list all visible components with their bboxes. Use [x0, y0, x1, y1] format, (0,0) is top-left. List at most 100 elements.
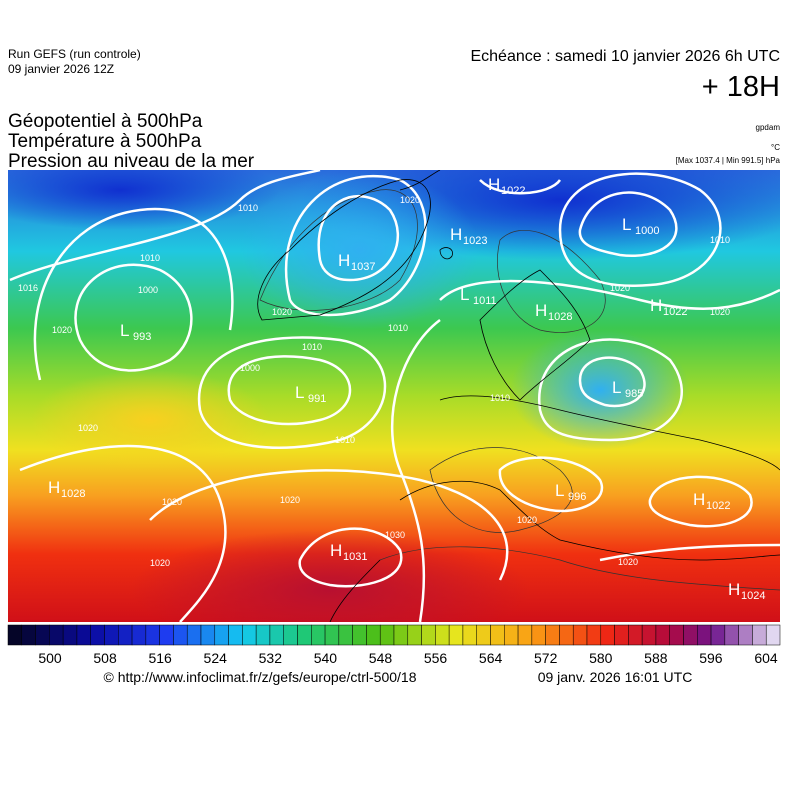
pressure-kind: L: [622, 215, 631, 234]
colorbar-swatch: [311, 624, 326, 646]
isobar-label: 1020: [517, 515, 537, 525]
pressure-value: 1028: [548, 311, 572, 323]
colorbar-label: 596: [699, 650, 723, 666]
colorbar-label: 524: [204, 650, 228, 666]
pressure-kind: L: [555, 481, 564, 500]
colorbar-swatch: [448, 624, 464, 646]
colorbar-swatch: [242, 624, 257, 646]
colorbar-label: 588: [644, 650, 668, 666]
title-line: Géopotentiel à 500hPa: [8, 111, 203, 132]
colorbar-swatch: [572, 624, 588, 646]
colorbar-swatch: [297, 624, 312, 646]
colorbar-swatch: [352, 624, 367, 646]
colorbar-label: 532: [259, 650, 283, 666]
pressure-value: 993: [133, 331, 151, 343]
run-name: Run GEFS (run controle): [8, 47, 141, 61]
colorbar-swatch: [145, 624, 160, 646]
pressure-kind: H: [330, 541, 342, 560]
pressure-value: 1022: [706, 500, 730, 512]
pressure-kind: L: [120, 321, 129, 340]
colorbar-swatch: [517, 624, 533, 646]
pressure-value: 996: [568, 491, 586, 503]
colorbar-swatch: [683, 624, 698, 646]
colorbar-label: 548: [369, 650, 393, 666]
isobar-label: 1010: [140, 253, 160, 263]
run-date: 09 janvier 2026 12Z: [8, 62, 114, 76]
colorbar-swatch: [724, 624, 739, 646]
colorbar-swatch: [269, 624, 284, 646]
isobar-label: 1020: [710, 307, 730, 317]
colorbar-swatch: [62, 624, 78, 646]
colorbar-label: 580: [589, 650, 613, 666]
pressure-kind: H: [650, 296, 662, 315]
colorbar-label: 604: [754, 650, 778, 666]
pressure-kind: H: [535, 301, 547, 320]
colorbar-swatch: [586, 624, 602, 646]
colorbar-swatch: [393, 624, 409, 646]
colorbar-swatch: [697, 624, 712, 646]
colorbar-swatch: [421, 624, 436, 646]
colorbar-label: 500: [38, 650, 62, 666]
isobar-label: 1020: [52, 325, 72, 335]
pressure-value: 1037: [351, 261, 375, 273]
colorbar-swatch: [173, 624, 188, 646]
colorbar-swatch: [559, 624, 574, 646]
colorbar-swatch: [131, 624, 147, 646]
colorbar-swatch: [490, 624, 505, 646]
pressure-kind: L: [295, 383, 304, 402]
colorbar-label: 540: [314, 650, 338, 666]
colorbar-swatch: [600, 624, 615, 646]
colorbar-swatch: [531, 624, 546, 646]
isobar-label: 1016: [18, 283, 38, 293]
isobar-label: 1020: [280, 495, 300, 505]
isobar-label: 1020: [150, 558, 170, 568]
pressure-value: 1024: [741, 590, 765, 602]
colorbar-swatch: [614, 624, 629, 646]
colorbar-label: 516: [148, 650, 172, 666]
colorbar-swatch: [765, 624, 781, 646]
colorbar-swatch: [283, 624, 298, 646]
colorbar-swatch: [435, 624, 450, 646]
colorbar-swatch: [118, 624, 133, 646]
colorbar-swatch: [641, 624, 657, 646]
pressure-kind: L: [460, 285, 469, 304]
colorbar-label: 564: [479, 650, 503, 666]
colorbar-swatch: [628, 624, 643, 646]
title-line: Pression au niveau de la mer: [8, 151, 255, 172]
isobar-label: 1010: [710, 235, 730, 245]
lead-time: + 18H: [702, 71, 780, 103]
colorbar-swatch: [504, 624, 519, 646]
colorbar-label: 556: [424, 650, 448, 666]
colorbar-swatch: [476, 624, 491, 646]
colorbar-swatch: [462, 624, 477, 646]
pressure-value: 1022: [663, 306, 687, 318]
pressure-value: 1000: [635, 225, 659, 237]
colorbar-swatch: [159, 624, 174, 646]
colorbar-swatch: [76, 624, 91, 646]
isobar-label: 1020: [162, 497, 182, 507]
colorbar-swatch: [338, 624, 353, 646]
pressure-value: 1023: [463, 235, 487, 247]
pressure-value: 985: [625, 388, 643, 400]
pressure-value: 1011: [473, 295, 497, 307]
pressure-kind: L: [612, 378, 621, 397]
colorbar-swatch: [7, 624, 23, 646]
title-line: Température à 500hPa: [8, 131, 202, 152]
isobar-label: 1010: [490, 393, 510, 403]
pressure-kind: H: [728, 580, 740, 599]
isobar-label: 1020: [610, 283, 630, 293]
generated-time: 09 janv. 2026 16:01 UTC: [538, 669, 693, 685]
unit: °C: [771, 143, 780, 152]
unit: gpdam: [756, 123, 781, 132]
colorbar-swatch: [214, 624, 229, 646]
pressure-kind: H: [48, 478, 60, 497]
isobar-label: 1020: [618, 557, 638, 567]
pressure-value: 1028: [61, 488, 85, 500]
isobar-label: 1030: [385, 530, 405, 540]
colorbar-swatch: [738, 624, 753, 646]
colorbar-swatch: [35, 624, 50, 646]
isobar-label: 1000: [240, 363, 260, 373]
colorbar-label: 572: [534, 650, 558, 666]
